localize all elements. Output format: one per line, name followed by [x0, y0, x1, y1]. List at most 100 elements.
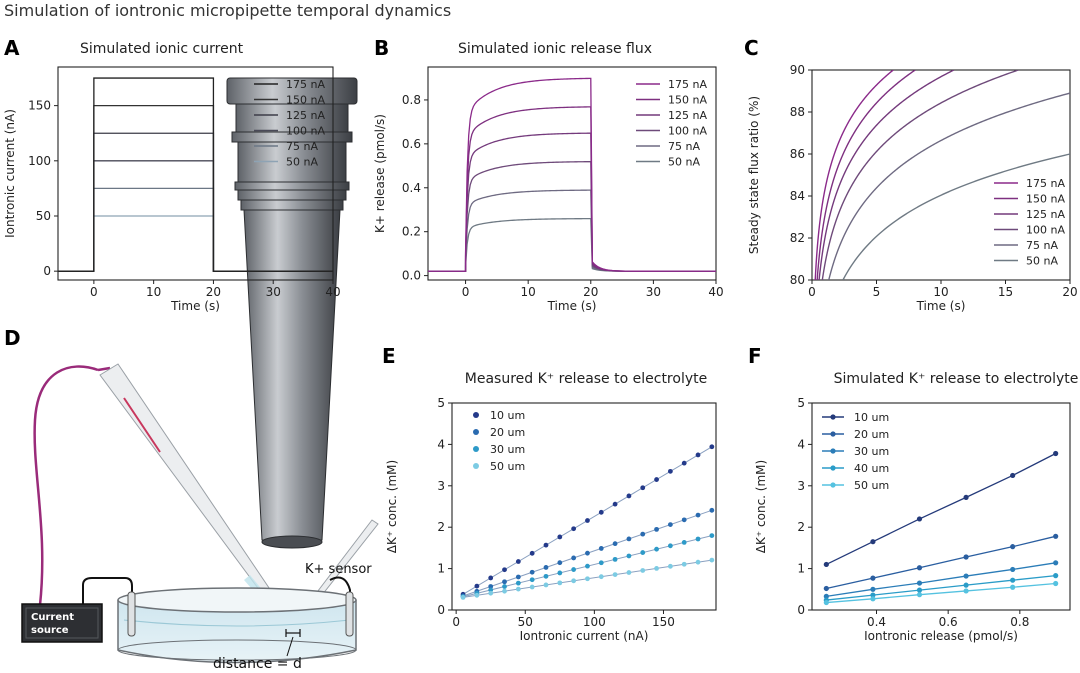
x-tick-label: 30 [646, 285, 661, 299]
chart-title: Simulated ionic release flux [458, 41, 652, 57]
data-point [626, 570, 632, 575]
data-point [1010, 584, 1016, 590]
data-point [585, 576, 590, 582]
data-point [502, 584, 507, 589]
series-line [816, 70, 916, 280]
x-tick-label: 0 [462, 285, 470, 299]
y-tick-label: 88 [790, 105, 805, 119]
legend-label: 175 nA [1026, 177, 1065, 190]
x-tick-label: 0.6 [939, 615, 958, 629]
x-tick-label: 100 [583, 615, 606, 629]
data-point [963, 582, 969, 588]
data-point [870, 575, 876, 581]
y-axis-label: Steady state flux ratio (%) [747, 96, 761, 254]
data-point [474, 592, 480, 598]
plot-frame [427, 66, 717, 281]
chart-f: 0.4 0.6 0.8 0 1 2 3 4 5 Simulated K⁺ release to e… [754, 371, 1078, 643]
y-tick-label: 2 [797, 520, 805, 534]
data-point [488, 575, 494, 581]
legend-swatch [473, 429, 479, 435]
y-tick-label: 1 [437, 562, 445, 576]
legend-label: 150 nA [668, 94, 707, 107]
pipette-wire [33, 365, 99, 606]
data-point [585, 563, 590, 569]
series-line [826, 452, 1056, 566]
y-axis-label: ΔK⁺ conc. (mM) [385, 460, 399, 553]
y-tick-label: 0 [797, 603, 805, 617]
x-tick-label: 30 [266, 285, 281, 299]
data-point [474, 583, 480, 589]
legend-swatch-marker [830, 465, 836, 471]
legend-swatch-marker [830, 431, 836, 437]
data-point [543, 582, 549, 588]
data-point [543, 542, 549, 548]
data-point [916, 580, 923, 586]
y-tick-label: 0.2 [402, 225, 421, 239]
x-tick-label: 0 [808, 285, 816, 299]
legend-swatch-marker [830, 414, 836, 420]
data-point [681, 561, 687, 567]
data-point [681, 517, 687, 523]
chart-title: Simulated K⁺ release to electrolyte [834, 371, 1079, 387]
legend-swatch [473, 446, 479, 452]
legend-swatch [473, 463, 479, 469]
data-point [870, 596, 876, 602]
legend-label: 175 nA [286, 78, 325, 91]
data-point [1010, 544, 1016, 550]
ground-wire [82, 577, 133, 630]
data-point [557, 534, 563, 540]
data-point [667, 563, 673, 569]
y-tick-label: 5 [437, 396, 445, 410]
data-point [640, 531, 646, 537]
series-line [818, 70, 955, 280]
data-point [1010, 577, 1016, 583]
legend-label: 40 um [854, 462, 889, 475]
data-point [543, 565, 549, 570]
series-line [826, 582, 1056, 604]
chart-title: Simulated ionic current [80, 41, 244, 57]
x-tick-label: 0.4 [867, 615, 886, 629]
data-point [916, 516, 923, 522]
data-point [612, 541, 618, 547]
series-line [58, 77, 333, 272]
legend-label: 125 nA [668, 109, 707, 122]
data-point [529, 584, 535, 590]
legend-label: 125 nA [1026, 208, 1065, 221]
data-point [626, 553, 632, 559]
data-point [502, 588, 507, 594]
x-axis-label: Time (s) [170, 299, 220, 313]
data-point [640, 550, 646, 555]
chart-a: 0 10 20 30 40 0 50 100 150 Simulated ionic curren… [3, 41, 341, 313]
legend-label: 50 nA [286, 156, 318, 169]
distance-marker [285, 629, 301, 657]
y-tick-label: 4 [797, 437, 805, 451]
data-point [695, 559, 701, 565]
data-point [488, 590, 494, 596]
x-tick-label: 10 [146, 285, 161, 299]
x-tick-label: 0 [452, 615, 460, 629]
data-point [963, 573, 969, 579]
legend-label: 10 um [490, 409, 525, 422]
legend-label: 175 nA [668, 78, 707, 91]
data-point [585, 518, 590, 523]
y-tick-label: 150 [28, 99, 51, 113]
y-tick-label: 3 [797, 479, 805, 493]
legend-label: 50 nA [1026, 255, 1058, 268]
y-tick-label: 0 [437, 603, 445, 617]
data-point [640, 485, 646, 491]
distance-label: distance = d [213, 656, 302, 672]
legend-label: 20 um [854, 428, 889, 441]
x-tick-label: 40 [708, 285, 723, 299]
data-point [1010, 566, 1016, 573]
panel-letter-d: D [4, 326, 21, 350]
plot-frame [57, 66, 334, 281]
y-tick-label: 1 [797, 562, 805, 576]
data-point [654, 477, 659, 482]
data-point [515, 586, 521, 592]
data-point [557, 560, 563, 566]
series-line [428, 189, 716, 272]
y-tick-label: 84 [790, 189, 805, 203]
data-point [612, 572, 618, 578]
x-tick-label: 0.8 [1010, 615, 1029, 629]
